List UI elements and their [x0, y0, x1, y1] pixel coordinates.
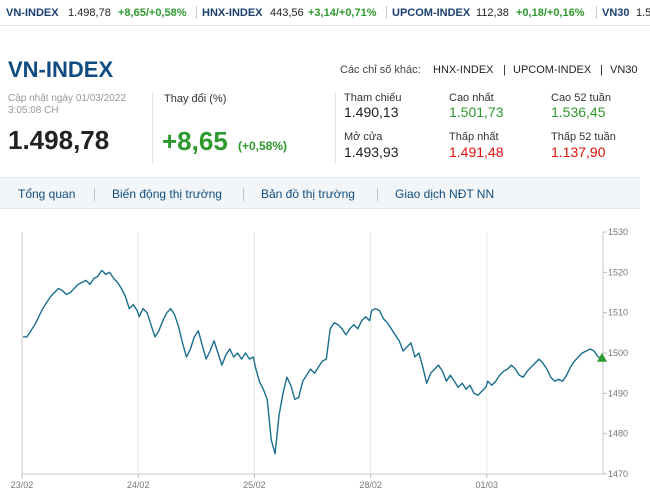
- ticker-separator: [596, 6, 597, 19]
- y-tick-label: 1480: [608, 429, 628, 439]
- stat-52w-high-value: 1.536,45: [551, 104, 606, 120]
- stat-52w-low-label: Thấp 52 tuần: [551, 131, 616, 143]
- tab-foreign-trading[interactable]: Giao dịch NĐT NN: [395, 187, 495, 201]
- y-tick-label: 1500: [608, 348, 628, 358]
- ticker-upcomindex-change: +0,18/+0,16%: [516, 7, 585, 19]
- change-percent: (+0,58%): [238, 139, 288, 153]
- stat-high-value: 1.501,73: [449, 104, 504, 120]
- stat-52w-high-label: Cao 52 tuần: [551, 92, 611, 104]
- other-indices-bar: Các chỉ số khác:: [340, 64, 421, 76]
- ticker-upcomindex-value: 112,38: [476, 7, 509, 19]
- stat-52w-low-value: 1.137,90: [551, 144, 606, 160]
- index-ticker-strip: VN-INDEX 1.498,78 +8,65/+0,58% HNX-INDEX…: [0, 0, 650, 26]
- last-value-up-arrow-icon: [597, 352, 607, 362]
- y-tick-label: 1490: [608, 388, 628, 398]
- x-tick-label: 01/03: [476, 480, 499, 490]
- tab-overview[interactable]: Tổng quan: [18, 187, 76, 201]
- stat-open-label: Mở cửa: [344, 131, 383, 143]
- ticker-vnindex-value: 1.498,78: [68, 7, 111, 19]
- link-separator: |: [600, 64, 603, 76]
- link-upcom-index[interactable]: UPCOM-INDEX: [513, 64, 592, 76]
- other-indices-label: Các chỉ số khác:: [340, 64, 421, 76]
- ticker-separator: [196, 6, 197, 19]
- change-label: Thay đổi (%): [164, 93, 227, 105]
- intraday-line-chart: 1470 1480 1490 1500 1510 1520 1530 23/02 24/02 25…: [11, 227, 628, 490]
- ticker-vnindex-change: +8,65/+0,58%: [118, 7, 187, 19]
- tab-separator: [377, 188, 378, 201]
- link-separator: |: [503, 64, 506, 76]
- page-title: VN-INDEX: [8, 57, 114, 82]
- index-series-line: [23, 269, 603, 455]
- stat-reference-value: 1.490,13: [344, 104, 399, 120]
- stat-high-label: Cao nhất: [449, 92, 494, 104]
- divider: [152, 92, 153, 164]
- tab-separator: [243, 188, 244, 201]
- ticker-upcomindex-name[interactable]: UPCOM-INDEX: [392, 7, 471, 19]
- x-tick-label: 28/02: [359, 480, 382, 490]
- divider: [335, 92, 336, 164]
- last-updated-text: Cập nhật ngày 01/03/2022 3:05:08 CH: [8, 93, 126, 116]
- x-tick-label: 24/02: [127, 480, 150, 490]
- ticker-vn30-name[interactable]: VN30: [602, 7, 630, 19]
- stat-low-label: Thấp nhất: [449, 131, 499, 143]
- current-price: 1.498,78: [8, 125, 110, 155]
- y-tick-label: 1470: [608, 469, 628, 479]
- ticker-vn30-value: 1.52: [636, 7, 650, 19]
- tab-market-map[interactable]: Bản đồ thị trường: [261, 187, 355, 201]
- stat-open-value: 1.493,93: [344, 144, 399, 160]
- y-tick-label: 1510: [608, 308, 628, 318]
- stat-reference-label: Tham chiếu: [344, 92, 402, 104]
- ticker-separator: [386, 6, 387, 19]
- tab-bar: Tổng quan Biến động thị trường Bản đồ th…: [0, 177, 640, 209]
- ticker-vnindex-name[interactable]: VN-INDEX: [6, 7, 59, 19]
- x-tick-label: 25/02: [243, 480, 266, 490]
- x-tick-label: 23/02: [11, 480, 34, 490]
- stat-low-value: 1.491,48: [449, 144, 504, 160]
- ticker-hnxindex-value: 443,56: [270, 7, 304, 19]
- y-tick-label: 1520: [608, 267, 628, 277]
- ticker-hnxindex-name[interactable]: HNX-INDEX: [202, 7, 263, 19]
- tab-market-movement[interactable]: Biến động thị trường: [112, 187, 222, 201]
- y-tick-label: 1530: [608, 227, 628, 237]
- tab-separator: [94, 188, 95, 201]
- link-hnx-index[interactable]: HNX-INDEX: [433, 64, 494, 76]
- link-vn30[interactable]: VN30: [610, 64, 638, 76]
- change-value: +8,65: [162, 126, 228, 156]
- ticker-hnxindex-change: +3,14/+0,71%: [308, 7, 377, 19]
